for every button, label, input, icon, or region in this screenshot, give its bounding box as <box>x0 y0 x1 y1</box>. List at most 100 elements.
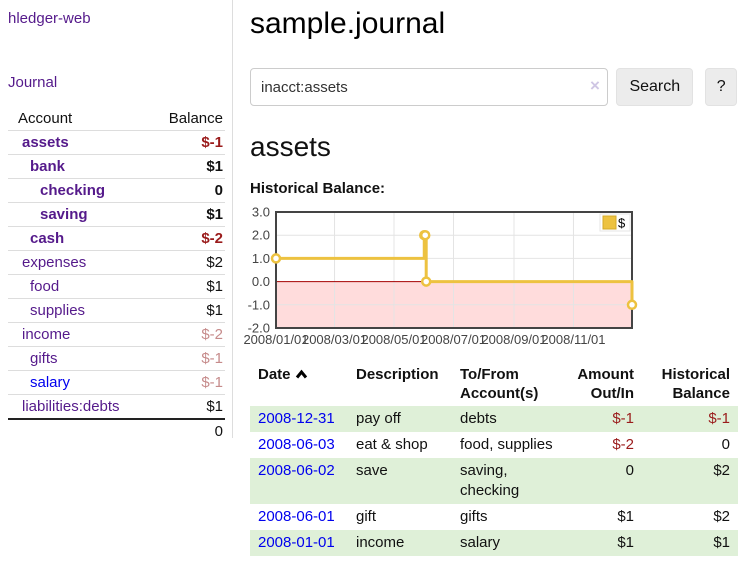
transaction-date-link[interactable]: 2008-06-03 <box>258 436 335 453</box>
transaction-accounts: salary <box>460 534 501 551</box>
account-row-supplies: supplies $1 <box>8 298 225 323</box>
register-header-row: Date Description To/From Account(s) Amou… <box>250 362 738 406</box>
transaction-description: save <box>356 462 388 479</box>
transaction-amount: $1 <box>617 534 634 551</box>
register-row: 2008-12-31 pay off debts $-1 $-1 <box>250 406 738 432</box>
nav-journal-link[interactable]: Journal <box>8 74 58 91</box>
account-heading: assets <box>250 131 331 162</box>
account-balance: $1 <box>144 202 225 227</box>
account-link-liabilities-debts[interactable]: liabilities:debts <box>22 398 120 415</box>
account-balance: $-2 <box>144 322 225 347</box>
account-row-income: income $-2 <box>8 322 225 347</box>
transaction-date-link[interactable]: 2008-06-01 <box>258 508 335 525</box>
account-balance: $-1 <box>144 130 225 155</box>
account-link-gifts[interactable]: gifts <box>30 350 58 367</box>
account-row-expenses: expenses $2 <box>8 250 225 275</box>
svg-text:2008/09/01: 2008/09/01 <box>481 332 546 347</box>
svg-text:3.0: 3.0 <box>252 205 270 220</box>
account-link-saving[interactable]: saving <box>40 206 88 223</box>
help-button[interactable]: ? <box>705 68 737 106</box>
svg-text:2008/07/01: 2008/07/01 <box>421 332 486 347</box>
account-balance: $1 <box>144 298 225 323</box>
account-link-bank[interactable]: bank <box>30 158 66 175</box>
account-link-food[interactable]: food <box>30 278 60 295</box>
svg-text:2008/05/01: 2008/05/01 <box>361 332 426 347</box>
accounts-total-row: 0 <box>8 418 225 443</box>
transaction-amount: $1 <box>617 508 634 525</box>
register-row: 2008-06-02 save saving, checking 0 $2 <box>250 458 738 504</box>
account-link-salary[interactable]: salary <box>30 374 71 391</box>
transaction-amount: $-2 <box>612 436 634 453</box>
transaction-amount: $-1 <box>612 410 634 427</box>
main-content: sample.journal × Search ? assets Histori… <box>233 0 742 582</box>
transaction-description: gift <box>356 508 377 525</box>
svg-text:$: $ <box>618 216 626 231</box>
transaction-description: income <box>356 534 405 551</box>
svg-text:2008/03/01: 2008/03/01 <box>302 332 367 347</box>
transaction-accounts: saving, checking <box>460 462 520 499</box>
transaction-description: pay off <box>356 410 401 427</box>
transaction-balance: $2 <box>713 462 730 479</box>
account-balance: $2 <box>144 250 225 275</box>
register-col-amount: Amount Out/In <box>577 366 634 402</box>
register-col-description: Description <box>356 366 439 383</box>
account-balance: $-1 <box>144 346 225 371</box>
svg-text:2008/01/01: 2008/01/01 <box>243 332 308 347</box>
account-balance: 0 <box>144 178 225 203</box>
transaction-balance: $-1 <box>708 410 730 427</box>
account-link-expenses[interactable]: expenses <box>22 254 87 271</box>
accounts-total-value: 0 <box>144 418 225 443</box>
register-row: 2008-01-01 income salary $1 $1 <box>250 530 738 556</box>
register-table: Date Description To/From Account(s) Amou… <box>250 362 738 556</box>
transaction-balance: $2 <box>713 508 730 525</box>
account-row-checking: checking 0 <box>8 178 225 203</box>
svg-text:-1.0: -1.0 <box>248 297 270 312</box>
account-balance: $1 <box>144 394 225 419</box>
transaction-date-link[interactable]: 2008-01-01 <box>258 534 335 551</box>
account-link-income[interactable]: income <box>22 326 71 343</box>
account-link-supplies[interactable]: supplies <box>30 302 86 319</box>
register-col-accounts: To/From Account(s) <box>460 366 539 402</box>
account-balance: $-1 <box>144 370 225 395</box>
svg-text:0.0: 0.0 <box>252 274 270 289</box>
page-title: sample.journal <box>250 7 446 40</box>
chart-title: Historical Balance: <box>250 180 386 197</box>
account-link-cash[interactable]: cash <box>30 230 65 247</box>
transaction-date-link[interactable]: 2008-12-31 <box>258 410 335 427</box>
account-row-saving: saving $1 <box>8 202 225 227</box>
accounts-col-balance: Balance <box>168 110 223 127</box>
account-row-salary: salary $-1 <box>8 370 225 395</box>
account-balance: $1 <box>144 154 225 179</box>
account-link-checking[interactable]: checking <box>40 182 106 199</box>
svg-text:2.0: 2.0 <box>252 228 270 243</box>
accounts-col-account: Account <box>18 110 73 127</box>
transaction-amount: 0 <box>625 462 634 479</box>
clear-search-icon[interactable]: × <box>590 76 600 95</box>
transaction-date-link[interactable]: 2008-06-02 <box>258 462 335 479</box>
transaction-balance: $1 <box>713 534 730 551</box>
svg-text:2008/11/01: 2008/11/01 <box>541 332 605 347</box>
account-link-assets[interactable]: assets <box>22 134 69 151</box>
register-col-date: Date <box>250 362 348 406</box>
transaction-accounts: food, supplies <box>460 436 553 453</box>
account-row-assets: assets $-1 <box>8 130 225 155</box>
search-form: × Search ? <box>250 68 737 106</box>
accounts-table: Account Balance assets $-1 bank $1 check… <box>8 108 225 443</box>
app-brand-link[interactable]: hledger-web <box>8 10 91 27</box>
transaction-description: eat & shop <box>356 436 428 453</box>
search-button[interactable]: Search <box>616 68 694 106</box>
transaction-accounts: gifts <box>460 508 488 525</box>
transaction-balance: 0 <box>721 436 730 453</box>
account-row-bank: bank $1 <box>8 154 225 179</box>
account-row-gifts: gifts $-1 <box>8 346 225 371</box>
account-balance: $1 <box>144 274 225 299</box>
register-col-balance: Historical Balance <box>661 366 730 402</box>
transaction-accounts: debts <box>460 410 497 427</box>
search-input[interactable] <box>250 68 609 106</box>
historical-balance-chart: 3.0 2.0 1.0 0.0 -1.0 -2.02008/01/012008/03/01… <box>243 205 638 347</box>
svg-text:-2.0: -2.0 <box>248 321 270 336</box>
account-balance: $-2 <box>144 226 225 251</box>
register-row: 2008-06-01 gift gifts $1 $2 <box>250 504 738 530</box>
register-row: 2008-06-03 eat & shop food, supplies $-2… <box>250 432 738 458</box>
svg-text:1.0: 1.0 <box>252 251 270 266</box>
